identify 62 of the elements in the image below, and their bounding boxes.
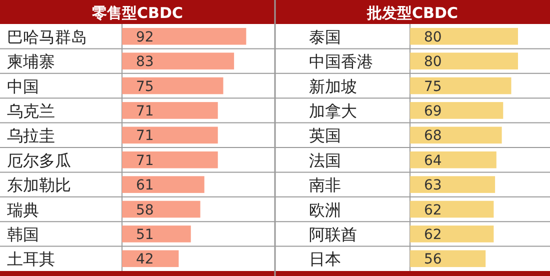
y-tick-label: 新加坡 <box>309 76 357 96</box>
data-label: 80 <box>424 29 442 46</box>
data-label: 62 <box>424 226 442 243</box>
data-label: 75 <box>424 78 442 95</box>
data-label: 61 <box>136 178 154 194</box>
data-label: 68 <box>424 128 442 144</box>
data-label: 62 <box>424 202 442 218</box>
y-tick-label: 中国 <box>7 76 39 96</box>
data-label: 63 <box>424 178 442 194</box>
bar <box>410 126 502 144</box>
y-tick-label: 巴哈马群岛 <box>7 27 87 46</box>
data-label: 83 <box>136 54 154 70</box>
y-tick-label: 东加勒比 <box>7 176 71 195</box>
y-tick-label: 厄尔多瓜 <box>7 150 71 170</box>
bar <box>122 28 246 45</box>
y-tick-label: 韩国 <box>7 224 39 244</box>
bar <box>410 77 512 94</box>
bar <box>410 226 494 242</box>
bar <box>122 250 179 268</box>
data-label: 80 <box>424 54 442 70</box>
data-label: 42 <box>136 252 154 268</box>
y-tick-label: 欧洲 <box>309 200 341 220</box>
chart-title: 零售型CBDC <box>92 4 183 22</box>
y-tick-label: 土耳其 <box>7 250 55 269</box>
data-label: 71 <box>136 103 154 120</box>
data-label: 75 <box>136 78 154 95</box>
bar <box>122 52 234 70</box>
bar <box>122 226 191 242</box>
chart-title: 批发型CBDC <box>366 4 458 22</box>
data-label: 51 <box>136 226 154 243</box>
bar <box>410 176 496 193</box>
y-tick-label: 瑞典 <box>7 200 39 220</box>
bar <box>410 102 504 119</box>
bar <box>122 200 200 218</box>
bar <box>122 126 218 144</box>
bar <box>410 52 518 70</box>
y-tick-label: 法国 <box>309 150 341 170</box>
y-tick-label: 阿联酋 <box>309 224 357 244</box>
y-tick-label: 泰国 <box>309 27 341 46</box>
bar <box>410 250 486 268</box>
y-tick-label: 中国香港 <box>309 52 373 72</box>
y-tick-label: 乌克兰 <box>7 101 55 120</box>
y-tick-label: 乌拉圭 <box>7 126 55 146</box>
bar <box>410 151 496 168</box>
y-tick-label: 英国 <box>309 126 341 146</box>
data-label: 56 <box>424 252 442 268</box>
bar <box>122 102 218 119</box>
bar <box>122 77 224 94</box>
data-label: 69 <box>424 103 442 120</box>
data-label: 92 <box>136 29 154 46</box>
bar <box>122 151 218 168</box>
bar <box>122 176 204 193</box>
bar <box>410 200 494 218</box>
y-tick-label: 日本 <box>309 250 341 269</box>
y-tick-label: 柬埔寨 <box>7 52 55 72</box>
bar <box>410 28 518 45</box>
data-label: 71 <box>136 128 154 144</box>
data-label: 64 <box>424 152 442 169</box>
data-label: 58 <box>136 202 154 218</box>
y-tick-label: 南非 <box>309 176 341 195</box>
data-label: 71 <box>136 152 154 169</box>
y-tick-label: 加拿大 <box>309 101 357 120</box>
